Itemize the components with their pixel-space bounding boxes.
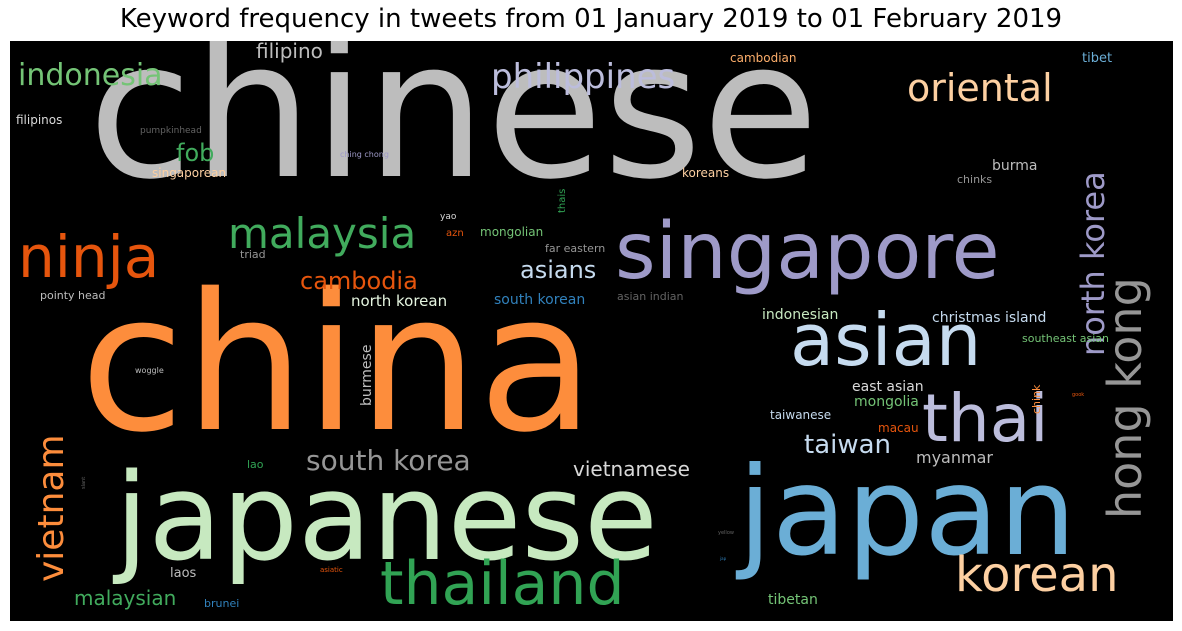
word-jap: jap	[720, 556, 727, 561]
word-laos: laos	[170, 566, 197, 581]
word-asian-indian: asian indian	[617, 290, 684, 303]
word-korean: korean	[955, 547, 1119, 603]
word-north-korea: north korea	[1074, 171, 1112, 357]
word-cambodia: cambodia	[300, 267, 418, 295]
word-vietnam: vietnam	[31, 434, 72, 583]
word-chinese: chinese	[88, 41, 819, 221]
word-vietnamese: vietnamese	[573, 457, 690, 481]
word-singapore: singapore	[615, 207, 1000, 297]
word-tibetan: tibetan	[768, 592, 818, 608]
word-thailand: thailand	[380, 549, 625, 619]
word-china: china	[80, 253, 595, 474]
word-triad: triad	[240, 248, 266, 261]
word-japanese: japanese	[115, 449, 658, 588]
word-far-eastern: far eastern	[545, 242, 606, 255]
word-fob: fob	[176, 139, 215, 167]
word-macau: macau	[878, 421, 919, 435]
word-thai: thai	[922, 380, 1049, 457]
word-filipinos: filipinos	[16, 113, 63, 127]
word-christmas-island: christmas island	[932, 310, 1047, 326]
word-brunei: brunei	[204, 597, 240, 610]
word-slant: slant	[81, 476, 87, 489]
word-east-asian: east asian	[852, 379, 924, 395]
word-south-korean: south korean	[494, 292, 586, 308]
word-ching-chong: ching chong	[340, 150, 389, 159]
word-ninja: ninja	[18, 223, 160, 291]
word-indonesia: indonesia	[18, 58, 163, 93]
word-yellow: yellow	[718, 530, 734, 536]
word-filipino: filipino	[256, 41, 323, 63]
word-thais: thais	[557, 188, 568, 213]
word-burma: burma	[992, 158, 1038, 174]
word-myanmar: myanmar	[916, 448, 993, 467]
word-taiwanese: taiwanese	[770, 408, 832, 422]
word-pumpkinhead: pumpkinhead	[140, 126, 202, 136]
word-cambodian: cambodian	[730, 51, 797, 65]
word-malaysia: malaysia	[228, 209, 417, 258]
word-azn: azn	[446, 228, 464, 239]
word-asiatic: asiatic	[320, 566, 343, 574]
word-taiwan: taiwan	[804, 430, 892, 460]
word-burmese: burmese	[359, 344, 375, 406]
word-southeast-asian: southeast asian	[1022, 332, 1110, 345]
word-japan: japan	[738, 441, 1077, 583]
word-tibet: tibet	[1082, 51, 1113, 66]
word-mongolian: mongolian	[480, 225, 544, 239]
word-gook: gook	[1072, 392, 1085, 398]
word-south-korea: south korea	[306, 444, 471, 477]
word-north-korean: north korean	[351, 292, 448, 310]
word-mongolia: mongolia	[854, 394, 919, 410]
word-oriental: oriental	[907, 66, 1053, 110]
word-cloud: chinese china japan japanese singapore asian t…	[10, 41, 1173, 621]
word-chink: chink	[1030, 384, 1043, 414]
word-singaporean: singaporean	[152, 166, 227, 180]
word-pointy-head: pointy head	[40, 289, 106, 302]
word-indonesian: indonesian	[762, 307, 839, 323]
word-yao: yao	[440, 212, 457, 222]
word-asians: asians	[520, 256, 597, 284]
word-koreans: koreans	[682, 166, 730, 180]
word-malaysian: malaysian	[74, 586, 177, 610]
word-philippines: philippines	[491, 57, 676, 97]
word-chinks: chinks	[957, 173, 993, 186]
word-asian: asian	[790, 298, 982, 382]
word-lao: lao	[247, 458, 264, 471]
word-woggle: woggle	[135, 366, 164, 375]
chart-title: Keyword frequency in tweets from 01 Janu…	[119, 4, 1063, 34]
